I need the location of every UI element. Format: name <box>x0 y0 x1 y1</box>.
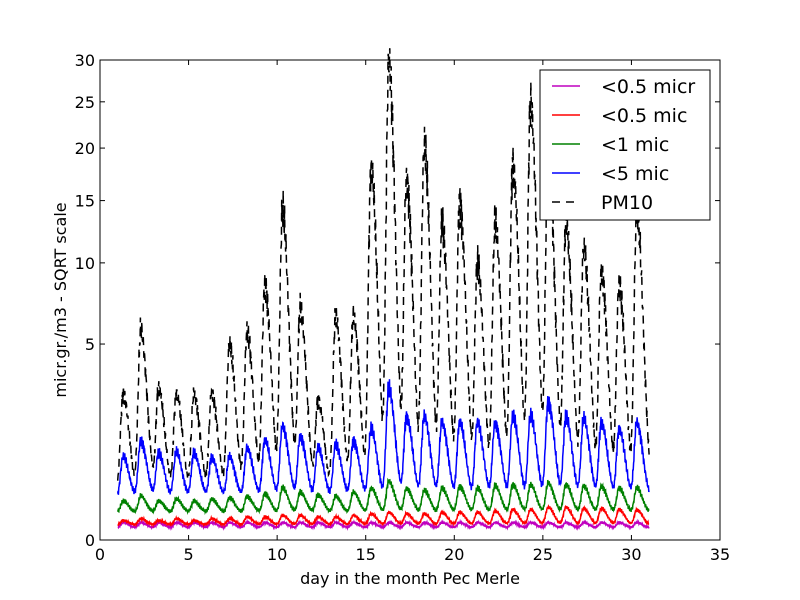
y-tick-label: 30 <box>75 51 95 70</box>
series-line <box>116 379 650 495</box>
y-tick-label: 15 <box>75 192 95 211</box>
x-tick-label: 20 <box>444 545 464 564</box>
y-axis: 0 5 10 15 20 25 30 <box>75 51 720 550</box>
y-tick-label: 10 <box>75 254 95 273</box>
legend-label: <0.5 mic <box>601 105 687 127</box>
y-tick-label: 25 <box>75 93 95 112</box>
legend-label: PM10 <box>601 192 653 214</box>
x-tick-label: 35 <box>710 545 730 564</box>
series-layer <box>116 48 650 531</box>
x-tick-label: 10 <box>267 545 287 564</box>
legend: <0.5 micr <0.5 mic <1 mic <5 mic PM10 <box>539 69 711 221</box>
y-tick-label: 5 <box>85 335 95 354</box>
series-line <box>117 504 650 529</box>
series-line <box>117 518 650 531</box>
x-tick-label: 5 <box>183 545 193 564</box>
x-tick-label: 0 <box>95 545 105 564</box>
legend-label: <1 mic <box>601 134 669 156</box>
y-tick-label: 0 <box>85 531 95 550</box>
x-tick-label: 15 <box>356 545 376 564</box>
x-axis-title: day in the month Pec Merle <box>300 569 520 588</box>
legend-frame <box>539 69 711 221</box>
legend-label: <0.5 micr <box>601 76 695 98</box>
series-line <box>116 477 650 516</box>
series-line <box>116 48 650 481</box>
x-axis: 0 5 10 15 20 25 30 35 <box>95 60 730 564</box>
x-tick-label: 25 <box>533 545 553 564</box>
y-axis-title: micr.gr./m3 - SQRT scale <box>51 202 70 397</box>
legend-label: <5 mic <box>601 163 669 185</box>
x-tick-label: 30 <box>621 545 641 564</box>
y-tick-label: 20 <box>75 139 95 158</box>
plot-frame <box>99 59 721 541</box>
